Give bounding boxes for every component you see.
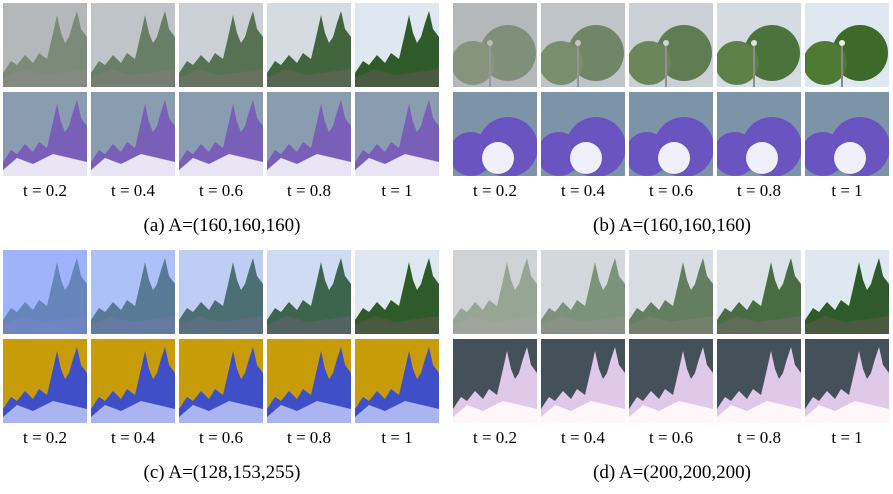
hazy-image [355, 250, 439, 334]
t-label: t = 0.2 [3, 181, 87, 201]
hazy-image [541, 3, 625, 87]
image-row [453, 339, 891, 423]
hazy-image [629, 250, 713, 334]
hazy-image [805, 3, 889, 87]
t-label: t = 0.8 [267, 181, 351, 201]
hazy-image [355, 3, 439, 87]
image-row [453, 3, 891, 87]
transmission-image [541, 92, 625, 176]
transmission-image [355, 339, 439, 423]
t-label: t = 1 [805, 428, 889, 448]
transmission-image [629, 339, 713, 423]
transmission-image [629, 92, 713, 176]
hazy-image [267, 250, 351, 334]
transmission-image [267, 92, 351, 176]
t-label: t = 0.6 [179, 181, 263, 201]
hazy-image [629, 3, 713, 87]
t-label: t = 0.4 [91, 428, 175, 448]
hazy-image [805, 250, 889, 334]
hazy-image [453, 250, 537, 334]
image-row [3, 339, 441, 423]
transmission-image [179, 92, 263, 176]
t-label: t = 0.2 [453, 181, 537, 201]
transmission-image [91, 339, 175, 423]
hazy-image [717, 250, 801, 334]
caption: (d) A=(200,200,200) [453, 462, 891, 484]
hazy-image [717, 3, 801, 87]
hazy-image [267, 3, 351, 87]
hazy-image [541, 250, 625, 334]
caption: (c) A=(128,153,255) [3, 462, 441, 484]
hazy-image [179, 3, 263, 87]
t-label: t = 0.8 [717, 181, 801, 201]
image-row [3, 250, 441, 334]
t-label: t = 1 [805, 181, 889, 201]
transmission-image [3, 92, 87, 176]
figure: t = 0.2t = 0.4t = 0.6t = 0.8t = 1(a) A=(… [0, 0, 893, 494]
transmission-image [3, 339, 87, 423]
t-label: t = 0.6 [629, 181, 713, 201]
image-row [3, 92, 441, 176]
image-row [453, 92, 891, 176]
transmission-image [805, 339, 889, 423]
hazy-image [3, 250, 87, 334]
hazy-image [91, 3, 175, 87]
transmission-image [179, 339, 263, 423]
transmission-image [453, 339, 537, 423]
t-label: t = 0.2 [3, 428, 87, 448]
transmission-image [717, 339, 801, 423]
transmission-image [717, 92, 801, 176]
caption: (b) A=(160,160,160) [453, 215, 891, 237]
t-label: t = 0.4 [91, 181, 175, 201]
t-label: t = 1 [355, 181, 439, 201]
t-label: t = 0.6 [629, 428, 713, 448]
t-label: t = 1 [355, 428, 439, 448]
t-label: t = 0.8 [717, 428, 801, 448]
image-row [453, 250, 891, 334]
t-label: t = 0.4 [541, 428, 625, 448]
t-label: t = 0.8 [267, 428, 351, 448]
t-label: t = 0.4 [541, 181, 625, 201]
image-row [3, 3, 441, 87]
transmission-image [805, 92, 889, 176]
transmission-image [541, 339, 625, 423]
transmission-image [267, 339, 351, 423]
hazy-image [453, 3, 537, 87]
transmission-image [91, 92, 175, 176]
hazy-image [3, 3, 87, 87]
transmission-image [453, 92, 537, 176]
t-label: t = 0.2 [453, 428, 537, 448]
caption: (a) A=(160,160,160) [3, 215, 441, 237]
hazy-image [179, 250, 263, 334]
hazy-image [91, 250, 175, 334]
transmission-image [355, 92, 439, 176]
t-label: t = 0.6 [179, 428, 263, 448]
